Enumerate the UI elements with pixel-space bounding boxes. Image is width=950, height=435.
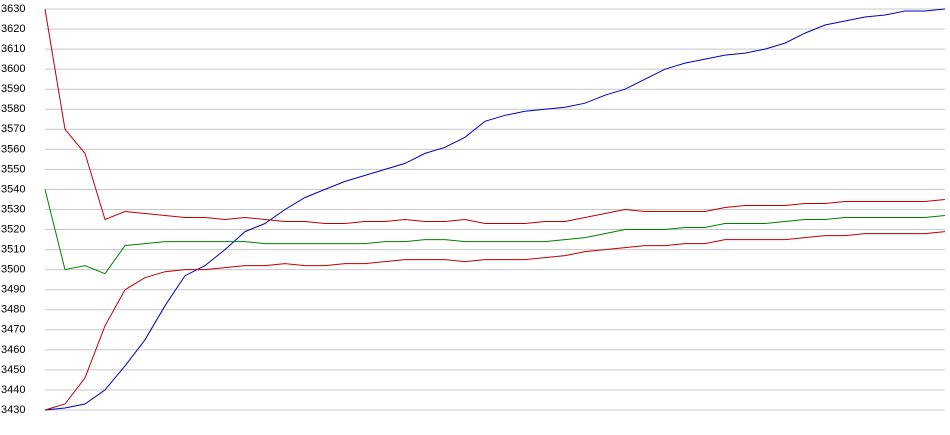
y-tick-label: 3630 [1,3,25,15]
y-tick-label: 3540 [1,183,25,195]
y-tick-label: 3520 [1,223,25,235]
y-tick-label: 3460 [1,344,25,356]
series-line [44,8,946,224]
y-tick-label: 3620 [1,23,25,35]
y-tick-label: 3470 [1,324,25,336]
y-tick-label: 3480 [1,304,25,316]
y-tick-label: 3500 [1,264,25,276]
y-tick-label: 3510 [1,244,25,256]
y-tick-label: 3580 [1,103,25,115]
y-tick-label: 3530 [1,203,25,215]
series-line [44,231,946,411]
series-line [44,8,946,411]
y-tick-label: 3610 [1,43,25,55]
y-tick-label: 3600 [1,63,25,75]
series-line [44,189,946,275]
y-tick-label: 3450 [1,364,25,376]
y-tick-label: 3490 [1,284,25,296]
y-tick-label: 3550 [1,163,25,175]
y-tick-label: 3440 [1,384,25,396]
y-tick-label: 3570 [1,123,25,135]
y-tick-label: 3430 [1,404,25,416]
y-tick-label: 3560 [1,143,25,155]
y-tick-label: 3590 [1,83,25,95]
